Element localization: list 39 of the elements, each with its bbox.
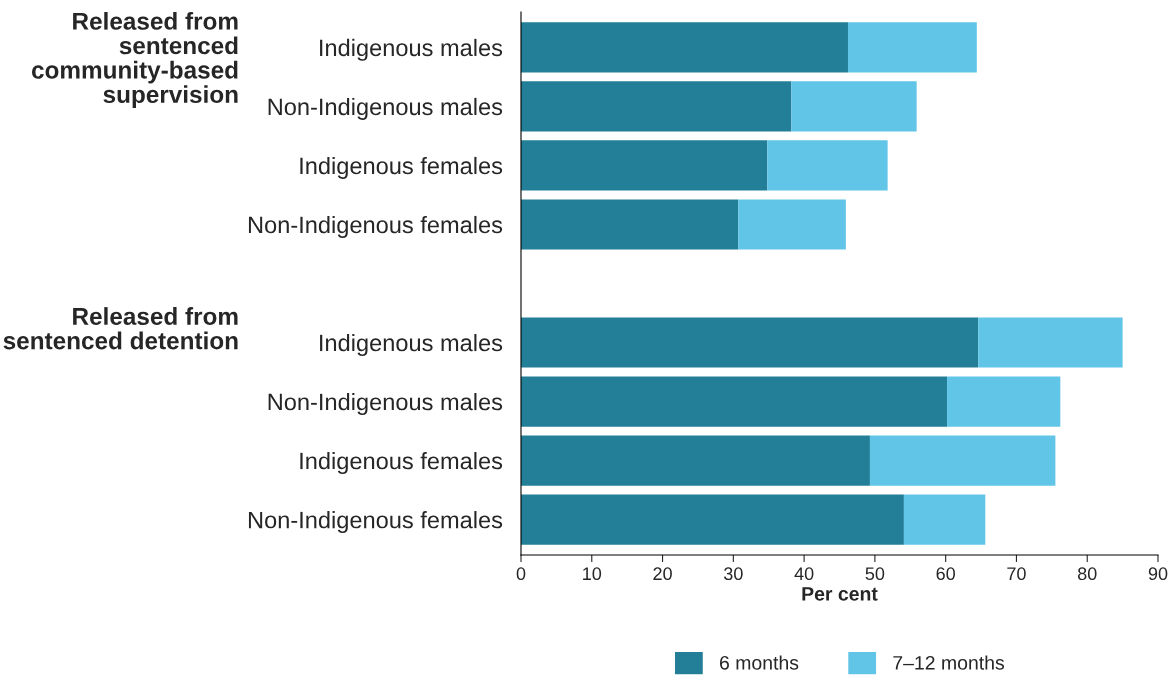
bar [869, 435, 1056, 486]
bar [767, 140, 888, 191]
x-tick-label: 60 [936, 567, 955, 581]
x-tick-label: 40 [794, 567, 814, 581]
bar [738, 199, 846, 250]
x-tick-label: 50 [865, 567, 885, 581]
bar [903, 494, 986, 545]
x-tick-label: 80 [1077, 567, 1097, 581]
bar [947, 376, 1061, 427]
x-tick-label: 90 [1148, 567, 1168, 581]
text: Released from sentenced community-based supervision [31, 12, 238, 108]
legend-label: 7–12 months [893, 655, 1005, 670]
y-tick-label: Non-Indigenous females [248, 215, 503, 238]
bar [521, 140, 768, 191]
x-axis-title: Per cent [802, 587, 878, 601]
y-tick-label: Non-Indigenous males [268, 97, 503, 120]
legend-label: 6 months [719, 655, 799, 670]
y-tick-label: Indigenous males [320, 333, 503, 356]
bar [521, 81, 792, 132]
y-tick-label: Indigenous males [320, 38, 503, 61]
text: Released from sentenced detention [3, 307, 238, 350]
x-tick-label: 10 [583, 567, 602, 581]
bar [847, 22, 977, 73]
bar [521, 199, 739, 250]
bar [521, 494, 904, 545]
y-tick-label: Indigenous females [300, 156, 503, 179]
x-tick-label: 0 [516, 567, 526, 581]
bar [521, 435, 870, 486]
y-tick-label: Non-Indigenous males [268, 392, 503, 415]
bar [521, 22, 848, 73]
y-tick-label: Non-Indigenous females [248, 511, 503, 534]
x-tick-label: 70 [1007, 567, 1026, 581]
bar [521, 317, 979, 368]
bar [791, 81, 917, 132]
x-tick-label: 20 [653, 567, 672, 581]
bar [521, 376, 948, 427]
x-tick-label: 30 [723, 567, 743, 581]
bar [978, 317, 1123, 368]
y-tick-label: Indigenous females [300, 452, 503, 475]
